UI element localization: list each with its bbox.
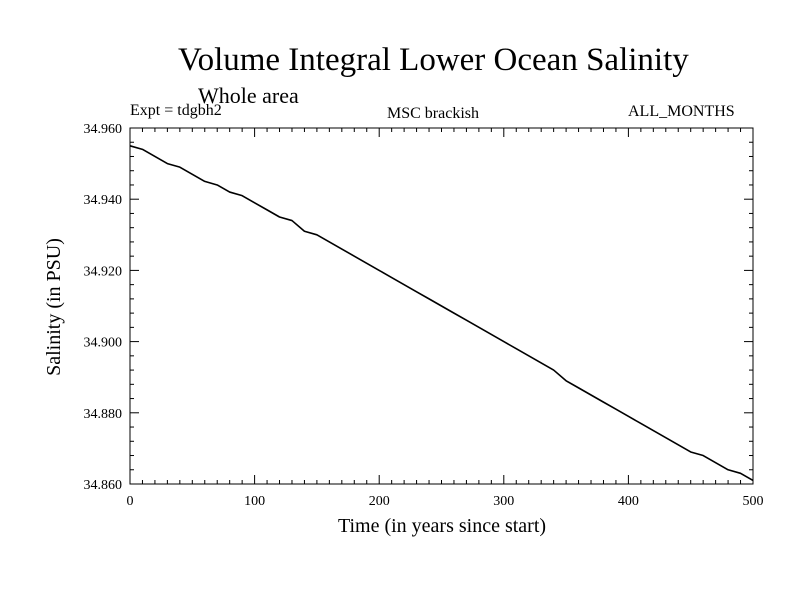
- salinity-series-line: [129, 145, 754, 482]
- x-tick-label: 0: [127, 494, 134, 509]
- x-tick-label: 300: [493, 494, 514, 509]
- y-axis-label: Salinity (in PSU): [43, 238, 65, 376]
- x-axis-label: Time (in years since start): [338, 515, 546, 537]
- y-tick-label: 34.880: [84, 407, 123, 422]
- y-tick-label: 34.860: [84, 478, 123, 493]
- months-label: ALL_MONTHS: [628, 103, 735, 120]
- x-tick-label: 500: [743, 494, 764, 509]
- x-tick-label: 100: [244, 494, 265, 509]
- y-tick-label: 34.940: [84, 193, 123, 208]
- y-tick-label: 34.920: [84, 264, 123, 279]
- plot-frame: [129, 127, 754, 485]
- chart-subtitle: Whole area: [198, 83, 299, 108]
- experiment-label: Expt = tdgbh2: [130, 102, 222, 119]
- scenario-label: MSC brackish: [387, 105, 479, 122]
- y-tick-label: 34.900: [84, 336, 123, 351]
- x-tick-label: 400: [618, 494, 639, 509]
- x-tick-label: 200: [369, 494, 390, 509]
- chart-title: Volume Integral Lower Ocean Salinity: [178, 42, 689, 78]
- y-tick-label: 34.960: [84, 122, 123, 137]
